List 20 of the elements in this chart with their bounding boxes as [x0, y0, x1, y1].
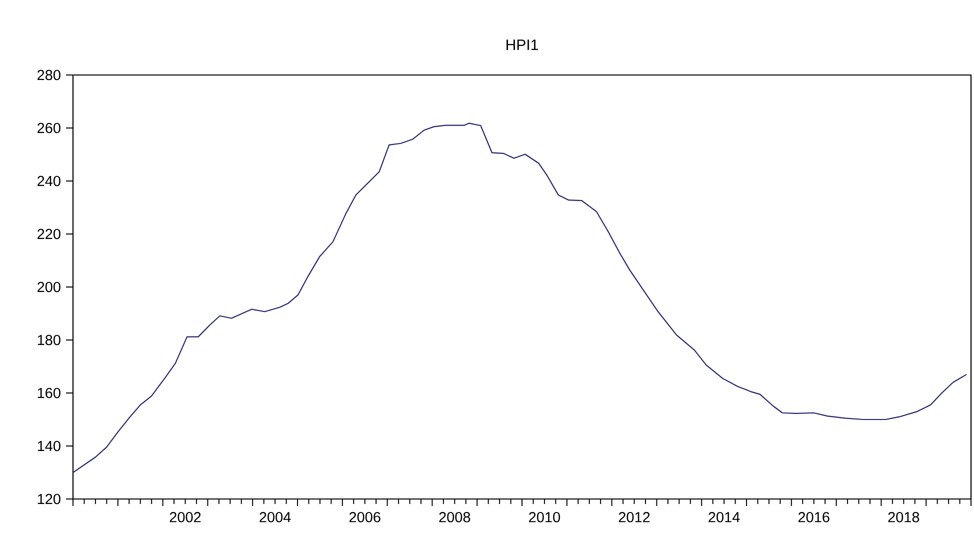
y-tick-label: 180 — [38, 334, 60, 346]
x-tick-label: 2016 — [798, 512, 830, 522]
line-series — [73, 122, 968, 474]
y-tick-label: 260 — [38, 122, 60, 134]
y-tick-label: 200 — [38, 282, 60, 292]
y-tick-label: 220 — [38, 228, 60, 240]
x-tick-label: 2006 — [349, 512, 380, 522]
x-tick-label: 2004 — [260, 512, 291, 522]
x-tick-label: 2008 — [439, 512, 470, 522]
chart-title: HPI1 — [506, 40, 538, 50]
x-tick-label: 2018 — [888, 512, 920, 522]
x-tick-label: 2012 — [618, 512, 650, 522]
x-tick-label: 2002 — [170, 512, 201, 522]
y-tick-label: 240 — [38, 176, 60, 186]
y-tick-label: 160 — [38, 388, 60, 398]
y-tick-label: 280 — [38, 70, 60, 80]
y-tick-label: 120 — [38, 494, 60, 504]
x-tick-label: 2014 — [708, 512, 740, 522]
x-tick-label: 2010 — [529, 512, 560, 522]
y-tick-label: 140 — [38, 440, 60, 452]
